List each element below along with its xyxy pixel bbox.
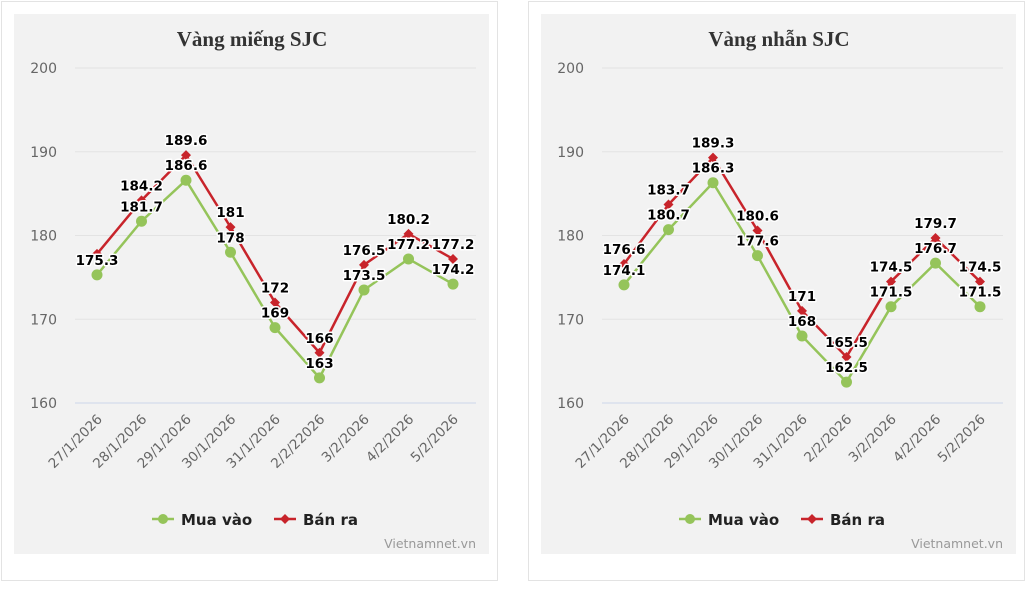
data-label-mua-vao: 181.7 xyxy=(120,199,163,215)
legend-item-ban-ra[interactable]: Bán ra xyxy=(303,511,358,529)
data-label-ban-ra: 179.7 xyxy=(914,216,957,232)
data-label-mua-vao: 177.6 xyxy=(736,234,779,250)
chart-panel-vang-mieng: Vàng miếng SJC 160 170 180 190 200 27/1/2026 28… xyxy=(1,1,498,581)
data-point-mua-vao xyxy=(225,246,236,258)
data-point-mua-vao xyxy=(91,269,103,281)
y-tick-label: 170 xyxy=(30,312,57,328)
y-tick-label: 190 xyxy=(30,145,57,161)
data-point-ban-ra xyxy=(841,351,852,362)
y-tick-label: 160 xyxy=(30,396,57,412)
data-label-ban-ra: 172 xyxy=(261,281,289,297)
data-label-mua-vao: 173.5 xyxy=(343,268,386,284)
data-label-mua-vao: 171.5 xyxy=(870,285,913,301)
data-label-mua-vao: 176.7 xyxy=(914,241,957,257)
data-point-ban-ra xyxy=(886,276,896,287)
data-point-mua-vao xyxy=(841,376,852,388)
data-point-mua-vao xyxy=(314,372,325,384)
credit-watermark: Vietnamnet.vn xyxy=(384,536,476,551)
data-point-mua-vao xyxy=(358,284,370,296)
data-label-ban-ra: 180.6 xyxy=(736,208,779,224)
data-point-mua-vao xyxy=(403,253,414,265)
data-label-mua-vao: 180.7 xyxy=(647,208,690,224)
data-label-mua-vao: 174.1 xyxy=(603,263,646,279)
data-point-ban-ra xyxy=(92,248,102,259)
data-point-mua-vao xyxy=(707,177,719,189)
data-label-ban-ra: 171 xyxy=(788,289,816,305)
data-label-ban-ra: 183.7 xyxy=(647,183,690,199)
y-tick-label: 180 xyxy=(557,229,584,245)
data-point-ban-ra xyxy=(136,195,147,206)
data-point-mua-vao xyxy=(930,257,941,269)
data-point-ban-ra xyxy=(181,150,191,161)
y-tick-label: 200 xyxy=(557,61,584,77)
data-point-mua-vao xyxy=(885,301,897,313)
chart-title: Vàng nhẫn SJC xyxy=(708,27,849,51)
y-tick-label: 160 xyxy=(557,396,584,412)
data-point-ban-ra xyxy=(930,233,941,244)
data-point-mua-vao xyxy=(269,322,281,334)
data-label-ban-ra: 184.2 xyxy=(120,178,163,194)
data-point-mua-vao xyxy=(618,279,630,291)
data-label-ban-ra: 166 xyxy=(305,331,333,347)
data-point-ban-ra xyxy=(403,228,414,239)
data-label-mua-vao: 174.2 xyxy=(432,262,475,278)
data-point-ban-ra xyxy=(752,225,763,236)
y-tick-label: 190 xyxy=(557,145,584,161)
data-point-mua-vao xyxy=(136,215,147,227)
data-point-ban-ra xyxy=(270,297,280,308)
data-point-ban-ra xyxy=(359,259,369,270)
data-label-ban-ra: 174.5 xyxy=(959,260,1002,276)
data-point-ban-ra xyxy=(663,199,674,210)
data-label-mua-vao: 162.5 xyxy=(825,360,868,376)
chart-vang-nhan: Vàng nhẫn SJC16017018019020027/1/202628/… xyxy=(541,14,1016,554)
data-point-mua-vao xyxy=(974,301,986,313)
data-label-mua-vao: 177.2 xyxy=(387,237,430,253)
chart-background xyxy=(541,14,1016,554)
data-label-ban-ra: 176.5 xyxy=(343,243,386,259)
data-point-ban-ra xyxy=(225,222,236,233)
data-point-ban-ra xyxy=(314,347,325,358)
data-label-ban-ra: 165.5 xyxy=(825,335,868,351)
data-point-mua-vao xyxy=(663,224,674,236)
data-label-mua-vao: 169 xyxy=(261,306,289,322)
data-point-ban-ra xyxy=(975,276,985,287)
data-label-mua-vao: 186.6 xyxy=(165,158,208,174)
data-label-ban-ra: 174.5 xyxy=(870,260,913,276)
data-label-ban-ra: 181 xyxy=(216,205,244,221)
data-point-ban-ra xyxy=(619,258,629,269)
legend-item-mua-vao[interactable]: Mua vào xyxy=(708,511,779,529)
data-label-ban-ra: 189.3 xyxy=(692,136,735,152)
data-point-mua-vao xyxy=(447,278,459,290)
y-tick-label: 200 xyxy=(30,61,57,77)
legend-marker-ban-ra xyxy=(807,514,817,524)
chart-vang-mieng: Vàng miếng SJC16017018019020027/1/202628… xyxy=(14,14,489,554)
data-point-mua-vao xyxy=(180,174,192,186)
data-label-ban-ra: 189.6 xyxy=(165,133,208,149)
legend-item-mua-vao[interactable]: Mua vào xyxy=(181,511,252,529)
data-label-mua-vao: 178 xyxy=(216,230,244,246)
chart-title: Vàng miếng SJC xyxy=(177,27,328,51)
chart-panel-vang-nhan: Vàng nhẫn SJC 160 170 180 190 200 27/1/2026 28/… xyxy=(528,1,1025,581)
data-point-ban-ra xyxy=(797,305,807,316)
data-label-mua-vao: 186.3 xyxy=(692,161,735,177)
data-point-ban-ra xyxy=(448,253,458,264)
data-label-mua-vao: 163 xyxy=(305,356,333,372)
data-label-mua-vao: 175.3 xyxy=(76,253,119,269)
y-tick-label: 180 xyxy=(30,229,57,245)
data-label-ban-ra: 180.2 xyxy=(387,212,430,228)
data-label-ban-ra: 177.2 xyxy=(432,237,475,253)
legend-marker-mua-vao xyxy=(685,514,695,524)
legend-item-ban-ra[interactable]: Bán ra xyxy=(830,511,885,529)
data-point-ban-ra xyxy=(708,152,718,163)
data-point-mua-vao xyxy=(752,250,763,262)
data-label-mua-vao: 171.5 xyxy=(959,285,1002,301)
data-label-ban-ra: 176.6 xyxy=(603,242,646,258)
data-point-mua-vao xyxy=(796,330,808,342)
data-label-mua-vao: 168 xyxy=(788,314,816,330)
y-tick-label: 170 xyxy=(557,312,584,328)
legend-marker-mua-vao xyxy=(158,514,168,524)
chart-background xyxy=(14,14,489,554)
credit-watermark: Vietnamnet.vn xyxy=(911,536,1003,551)
legend-marker-ban-ra xyxy=(280,514,290,524)
